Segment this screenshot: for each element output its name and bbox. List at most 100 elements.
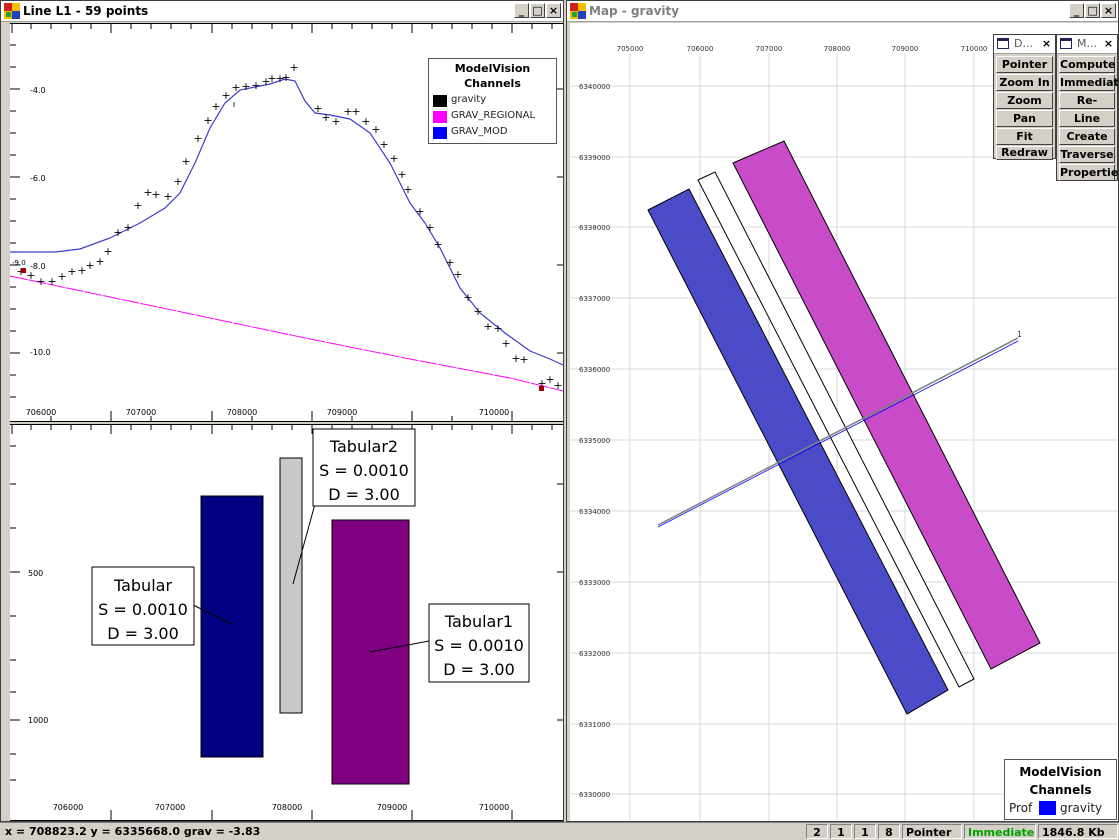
section-top-tick-marks bbox=[10, 424, 563, 434]
map-window-titlebar[interactable]: Map - gravity _ □ × bbox=[567, 1, 1118, 22]
svg-text:+: + bbox=[511, 352, 520, 365]
fit-button[interactable]: Fit bbox=[996, 128, 1053, 145]
model-toolbox-titlebar[interactable]: M... × bbox=[1057, 35, 1117, 54]
svg-text:+: + bbox=[553, 379, 562, 392]
svg-text:+: + bbox=[415, 205, 424, 218]
svg-text:+: + bbox=[95, 255, 104, 268]
map-maximize-button[interactable]: □ bbox=[1085, 3, 1100, 18]
profile-maximize-button[interactable]: □ bbox=[530, 3, 545, 18]
label-box-tabular2[interactable]: Tabular2 S = 0.0010 D = 3.00 bbox=[312, 428, 416, 507]
status-memory: 1846.8 Kb bbox=[1038, 824, 1118, 839]
body-tabular[interactable] bbox=[200, 495, 264, 758]
svg-text:+: + bbox=[351, 105, 360, 118]
display-toolbox-titlebar[interactable]: D... × bbox=[994, 35, 1055, 54]
properties-button[interactable]: Properties bbox=[1059, 164, 1119, 181]
pan-button[interactable]: Pan bbox=[996, 110, 1053, 127]
model-toolbox-close-button[interactable]: × bbox=[1103, 37, 1114, 50]
line-button[interactable]: Line bbox=[1059, 110, 1115, 127]
map-x-tick-label: 708000 bbox=[824, 45, 851, 53]
create-button[interactable]: Create bbox=[1059, 128, 1115, 145]
map-legend-prefix: Prof bbox=[1009, 801, 1033, 815]
svg-text:+: + bbox=[163, 190, 172, 203]
svg-text:+: + bbox=[281, 71, 290, 84]
regional-anchor-left[interactable] bbox=[21, 268, 26, 273]
profile-left-tick-marks bbox=[10, 44, 563, 398]
status-field-4: 8 bbox=[878, 824, 900, 839]
svg-text:+: + bbox=[445, 256, 454, 269]
label-box-tabular[interactable]: Tabular S = 0.0010 D = 3.00 bbox=[91, 566, 195, 646]
map-legend[interactable]: ModelVision Channels Prof gravity bbox=[1004, 759, 1117, 820]
map-y-tick-label: 6336000 bbox=[579, 366, 610, 374]
compute-button[interactable]: Compute bbox=[1059, 56, 1116, 73]
status-field-1: 2 bbox=[806, 824, 828, 839]
svg-text:+: + bbox=[313, 102, 322, 115]
section-x-tick-label: 707000 bbox=[155, 803, 186, 812]
legend-swatch-gravity bbox=[433, 95, 447, 107]
profile-bottom-tick-marks bbox=[10, 411, 563, 422]
label-leader-tabular bbox=[190, 603, 233, 625]
label-tabular-d: D = 3.00 bbox=[107, 624, 179, 643]
svg-text:+: + bbox=[123, 221, 132, 234]
svg-text:+: + bbox=[361, 115, 370, 128]
pointer-button[interactable]: Pointer bbox=[996, 56, 1053, 73]
svg-text:+: + bbox=[211, 100, 220, 113]
label-leader-tabular2 bbox=[292, 503, 316, 585]
profile-window-titlebar[interactable]: Line L1 - 59 points _ □ × bbox=[1, 1, 563, 22]
svg-text:+: + bbox=[289, 61, 298, 74]
immediate-button[interactable]: Immediate bbox=[1059, 74, 1119, 91]
display-toolbox-close-button[interactable]: × bbox=[1041, 37, 1052, 50]
section-x-tick-label: 710000 bbox=[479, 803, 510, 812]
svg-text:+: + bbox=[26, 269, 35, 282]
profile-minimize-button[interactable]: _ bbox=[514, 3, 529, 18]
profile-close-button[interactable]: × bbox=[546, 3, 561, 18]
label-tabular2-s: S = 0.0010 bbox=[319, 461, 409, 480]
profile-plot[interactable]: -4.0 -6.0 -8.0 -10.0 + + + + + + + + + + + + + + + + + + +… bbox=[9, 23, 564, 422]
zoom-in-button[interactable]: Zoom In bbox=[996, 74, 1053, 91]
profile-legend[interactable]: ModelVision Channels gravity GRAV_REGION… bbox=[428, 58, 557, 144]
gravity-observations: + + + + + ++ +++ ++++ ++++++++ + + +++++++ +++++++++… bbox=[16, 61, 562, 392]
grav-regional-curve bbox=[9, 275, 564, 392]
svg-text:+: + bbox=[425, 221, 434, 234]
profile-y-tick-label: -4.0 bbox=[30, 86, 46, 95]
display-toolbox: D... × Pointer Zoom In Zoom Out Pan Fit … bbox=[993, 34, 1056, 160]
map-profile-line[interactable] bbox=[657, 337, 1019, 526]
label-leader-tabular1 bbox=[369, 640, 430, 653]
profile-x-tick-label: 706000 bbox=[26, 408, 57, 417]
svg-text:+: + bbox=[261, 75, 270, 88]
svg-text:+: + bbox=[103, 245, 112, 258]
zoom-out-button[interactable]: Zoom Out bbox=[996, 92, 1053, 122]
map-minimize-button[interactable]: _ bbox=[1069, 3, 1084, 18]
profile-y-tick-label: -10.0 bbox=[30, 348, 51, 357]
label-tabular1-d: D = 3.00 bbox=[443, 660, 515, 679]
section-x-tick-label: 709000 bbox=[377, 803, 408, 812]
map-body-tabular1[interactable] bbox=[732, 140, 1041, 670]
redraw-button[interactable]: Redraw bbox=[996, 146, 1053, 160]
svg-text:+: + bbox=[36, 275, 45, 288]
status-mode: Pointer bbox=[902, 824, 962, 839]
body-tabular1[interactable] bbox=[331, 519, 410, 785]
map-plot[interactable]: 705000 706000 707000 708000 709000 71000… bbox=[570, 23, 1118, 821]
map-y-tick-label: 6337000 bbox=[579, 295, 610, 303]
svg-text:+: + bbox=[463, 291, 472, 304]
label-box-tabular1[interactable]: Tabular1 S = 0.0010 D = 3.00 bbox=[428, 603, 530, 683]
map-plot-svg: 705000 706000 707000 708000 709000 71000… bbox=[570, 45, 1118, 821]
modelvision-app-icon bbox=[570, 3, 586, 19]
svg-text:+: + bbox=[519, 353, 528, 366]
traverse-button[interactable]: Traverse bbox=[1059, 146, 1115, 163]
label-tabular1-name: Tabular1 bbox=[444, 612, 513, 631]
svg-text:+: + bbox=[251, 79, 260, 92]
map-x-tick-label: 705000 bbox=[617, 45, 644, 53]
svg-text:+: + bbox=[181, 155, 190, 168]
model-toolbox: M... × Compute Immediate Re-shape Line C… bbox=[1056, 34, 1119, 181]
reshape-button[interactable]: Re-shape bbox=[1059, 92, 1115, 122]
map-close-button[interactable]: × bbox=[1101, 3, 1116, 18]
body-tabular2[interactable] bbox=[279, 457, 303, 714]
map-body-tabular2[interactable] bbox=[697, 171, 975, 688]
svg-text:+: + bbox=[331, 115, 340, 128]
model-toolbox-title: M... bbox=[1077, 37, 1097, 50]
section-plot[interactable]: 500 1000 Tabular S = 0.0010 D = 3.00 Tab… bbox=[10, 424, 563, 821]
legend-label-gravity: gravity bbox=[451, 94, 487, 105]
section-left-tick-marks bbox=[10, 445, 563, 781]
status-compute-mode: Immediate bbox=[964, 824, 1036, 839]
regional-anchor-right[interactable] bbox=[539, 386, 544, 391]
